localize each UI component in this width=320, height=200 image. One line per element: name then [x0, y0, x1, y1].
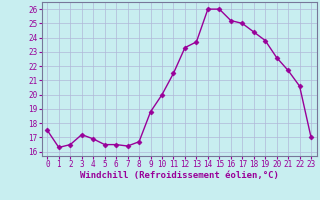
- X-axis label: Windchill (Refroidissement éolien,°C): Windchill (Refroidissement éolien,°C): [80, 171, 279, 180]
